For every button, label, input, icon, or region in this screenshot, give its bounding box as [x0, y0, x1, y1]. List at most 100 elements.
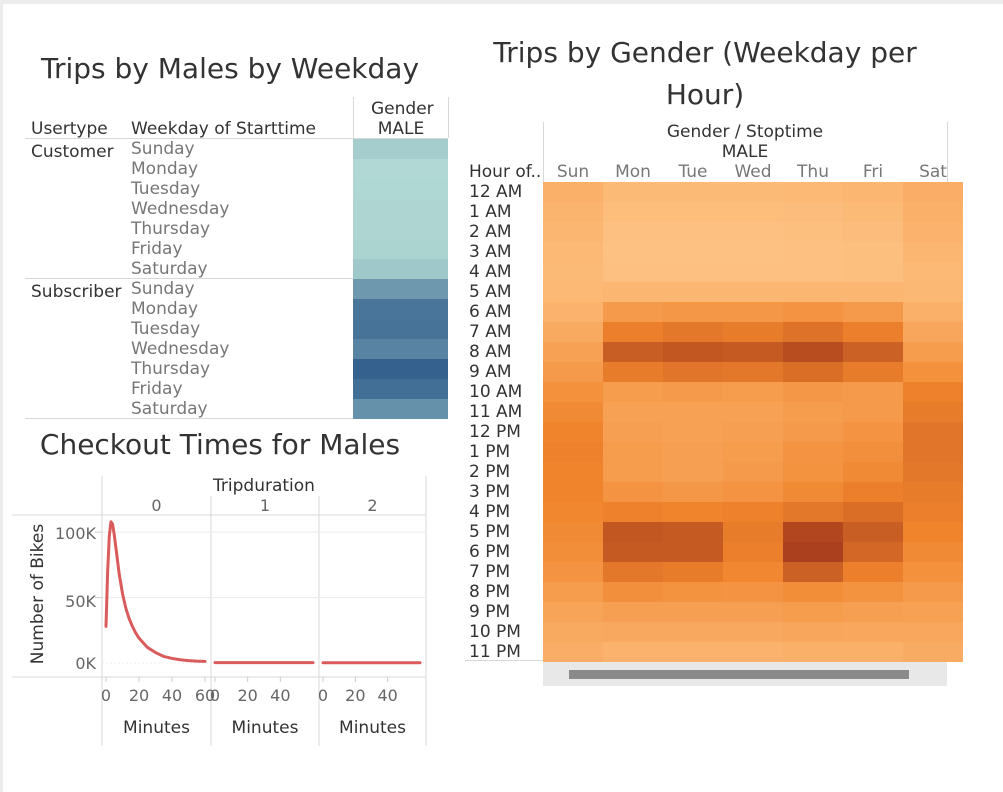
- heatmap-cell-tue-7-am[interactable]: [663, 322, 723, 342]
- heatmap-cell-sun-3-pm[interactable]: [543, 482, 603, 502]
- heatmap-cell-mon-1-am[interactable]: [603, 202, 663, 222]
- heatmap-cell-mon-7-pm[interactable]: [603, 562, 663, 582]
- heatmap-cell-thu-11-am[interactable]: [783, 402, 843, 422]
- heatmap-cell-wed-9-pm[interactable]: [723, 602, 783, 622]
- heatmap-cell-wed-3-pm[interactable]: [723, 482, 783, 502]
- heatmap-cell-wed-1-am[interactable]: [723, 202, 783, 222]
- heatmap-cell-mon-8-am[interactable]: [603, 342, 663, 362]
- heatmap-cell-thu-6-pm[interactable]: [783, 542, 843, 562]
- heatmap-cell-sat-9-pm[interactable]: [903, 602, 963, 622]
- heatmap-cell-tue-3-pm[interactable]: [663, 482, 723, 502]
- heatmap-cell-sat-2-am[interactable]: [903, 222, 963, 242]
- heatmap-cell-thu-4-am[interactable]: [783, 262, 843, 282]
- heatmap-cell-wed-3-am[interactable]: [723, 242, 783, 262]
- heatmap-cell-sun-5-pm[interactable]: [543, 522, 603, 542]
- heatmap-cell-mon-6-am[interactable]: [603, 302, 663, 322]
- heatmap-cell-fri-12-am[interactable]: [843, 182, 903, 202]
- heatmap-cell-fri-1-am[interactable]: [843, 202, 903, 222]
- heatmap-cell-thu-2-am[interactable]: [783, 222, 843, 242]
- heatmap-cell-fri-3-am[interactable]: [843, 242, 903, 262]
- heatmap-cell-sun-6-am[interactable]: [543, 302, 603, 322]
- heatmap-cell-wed-10-am[interactable]: [723, 382, 783, 402]
- heatmap-cell-tue-1-pm[interactable]: [663, 442, 723, 462]
- heatmap-cell-fri-5-am[interactable]: [843, 282, 903, 302]
- heatmap-cell-tue-8-pm[interactable]: [663, 582, 723, 602]
- heatmap-cell-wed-8-am[interactable]: [723, 342, 783, 362]
- heatmap-cell-thu-8-pm[interactable]: [783, 582, 843, 602]
- heatmap-cell-wed-5-am[interactable]: [723, 282, 783, 302]
- heatmap-cell-fri-7-pm[interactable]: [843, 562, 903, 582]
- heatmap-cell-tue-7-pm[interactable]: [663, 562, 723, 582]
- heatmap-cell-fri-11-am[interactable]: [843, 402, 903, 422]
- weekday-cell-subscriber-tuesday[interactable]: [353, 319, 448, 339]
- heatmap-cell-wed-12-am[interactable]: [723, 182, 783, 202]
- heatmap-cell-sat-10-pm[interactable]: [903, 622, 963, 642]
- heatmap-cell-wed-8-pm[interactable]: [723, 582, 783, 602]
- heatmap-cell-sun-9-pm[interactable]: [543, 602, 603, 622]
- heatmap-cell-tue-2-pm[interactable]: [663, 462, 723, 482]
- heatmap-cell-sun-12-am[interactable]: [543, 182, 603, 202]
- heatmap-cell-sat-3-pm[interactable]: [903, 482, 963, 502]
- heatmap-cell-thu-12-am[interactable]: [783, 182, 843, 202]
- heatmap-cell-thu-11-pm[interactable]: [783, 642, 843, 662]
- heatmap-cell-fri-7-am[interactable]: [843, 322, 903, 342]
- heatmap-cell-mon-2-am[interactable]: [603, 222, 663, 242]
- heatmap-cell-sun-4-am[interactable]: [543, 262, 603, 282]
- heatmap-cell-fri-4-pm[interactable]: [843, 502, 903, 522]
- heatmap-cell-mon-12-am[interactable]: [603, 182, 663, 202]
- heatmap-cell-fri-11-pm[interactable]: [843, 642, 903, 662]
- heatmap-cell-sun-8-am[interactable]: [543, 342, 603, 362]
- heatmap-cell-mon-9-pm[interactable]: [603, 602, 663, 622]
- heatmap-cell-tue-5-am[interactable]: [663, 282, 723, 302]
- heatmap-cell-mon-10-pm[interactable]: [603, 622, 663, 642]
- heatmap-cell-tue-11-pm[interactable]: [663, 642, 723, 662]
- heatmap-cell-wed-5-pm[interactable]: [723, 522, 783, 542]
- weekday-cell-customer-wednesday[interactable]: [353, 199, 448, 219]
- heatmap-cell-sat-8-am[interactable]: [903, 342, 963, 362]
- heatmap-cell-mon-6-pm[interactable]: [603, 542, 663, 562]
- heatmap-cell-sat-3-am[interactable]: [903, 242, 963, 262]
- heatmap-cell-thu-10-pm[interactable]: [783, 622, 843, 642]
- heatmap-cell-sat-4-pm[interactable]: [903, 502, 963, 522]
- heatmap-cell-thu-8-am[interactable]: [783, 342, 843, 362]
- heatmap-cell-wed-7-pm[interactable]: [723, 562, 783, 582]
- heatmap-cell-thu-5-pm[interactable]: [783, 522, 843, 542]
- heatmap-cell-sat-6-pm[interactable]: [903, 542, 963, 562]
- heatmap-cell-fri-9-am[interactable]: [843, 362, 903, 382]
- weekday-cell-subscriber-sunday[interactable]: [353, 279, 448, 299]
- heatmap-cell-mon-5-am[interactable]: [603, 282, 663, 302]
- heatmap-cell-wed-6-pm[interactable]: [723, 542, 783, 562]
- heatmap-cell-fri-6-am[interactable]: [843, 302, 903, 322]
- heatmap-scrollbar-thumb[interactable]: [569, 670, 909, 679]
- heatmap-cell-fri-8-am[interactable]: [843, 342, 903, 362]
- heatmap-cell-tue-9-am[interactable]: [663, 362, 723, 382]
- heatmap-cell-fri-5-pm[interactable]: [843, 522, 903, 542]
- heatmap-cell-wed-4-pm[interactable]: [723, 502, 783, 522]
- heatmap-cell-tue-4-am[interactable]: [663, 262, 723, 282]
- heatmap-cell-sat-11-pm[interactable]: [903, 642, 963, 662]
- heatmap-cell-tue-5-pm[interactable]: [663, 522, 723, 542]
- heatmap-cell-sun-8-pm[interactable]: [543, 582, 603, 602]
- heatmap-cell-tue-11-am[interactable]: [663, 402, 723, 422]
- heatmap-cell-thu-7-pm[interactable]: [783, 562, 843, 582]
- heatmap-cell-fri-9-pm[interactable]: [843, 602, 903, 622]
- heatmap-cell-sat-8-pm[interactable]: [903, 582, 963, 602]
- heatmap-cell-mon-8-pm[interactable]: [603, 582, 663, 602]
- weekday-cell-subscriber-saturday[interactable]: [353, 399, 448, 419]
- heatmap-cell-tue-12-pm[interactable]: [663, 422, 723, 442]
- heatmap-cell-sun-11-pm[interactable]: [543, 642, 603, 662]
- heatmap-cell-mon-11-pm[interactable]: [603, 642, 663, 662]
- weekday-cell-subscriber-friday[interactable]: [353, 379, 448, 399]
- heatmap-cell-tue-3-am[interactable]: [663, 242, 723, 262]
- heatmap-cell-sun-11-am[interactable]: [543, 402, 603, 422]
- heatmap-cell-sat-12-am[interactable]: [903, 182, 963, 202]
- heatmap-cell-wed-10-pm[interactable]: [723, 622, 783, 642]
- heatmap-cell-wed-11-am[interactable]: [723, 402, 783, 422]
- heatmap-cell-mon-3-am[interactable]: [603, 242, 663, 262]
- heatmap-cell-sat-7-pm[interactable]: [903, 562, 963, 582]
- heatmap-cell-sat-9-am[interactable]: [903, 362, 963, 382]
- heatmap-cell-sat-12-pm[interactable]: [903, 422, 963, 442]
- heatmap-cell-sat-5-pm[interactable]: [903, 522, 963, 542]
- heatmap-cell-mon-2-pm[interactable]: [603, 462, 663, 482]
- heatmap-cell-tue-10-am[interactable]: [663, 382, 723, 402]
